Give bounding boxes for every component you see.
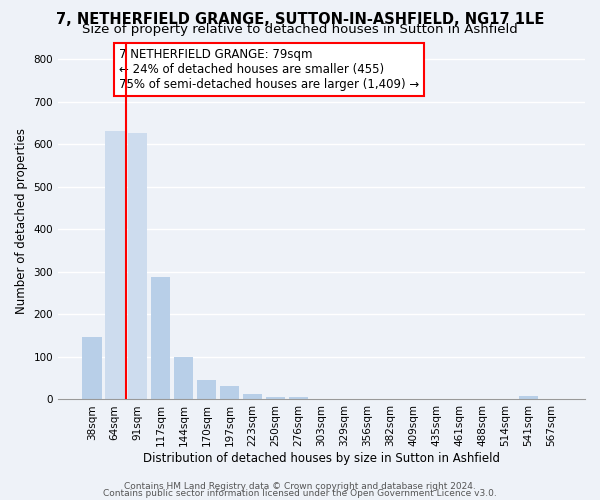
Text: 7 NETHERFIELD GRANGE: 79sqm
← 24% of detached houses are smaller (455)
75% of se: 7 NETHERFIELD GRANGE: 79sqm ← 24% of det… bbox=[119, 48, 419, 91]
Text: 7, NETHERFIELD GRANGE, SUTTON-IN-ASHFIELD, NG17 1LE: 7, NETHERFIELD GRANGE, SUTTON-IN-ASHFIEL… bbox=[56, 12, 544, 28]
Bar bbox=[243, 394, 262, 400]
Bar bbox=[197, 380, 217, 400]
Bar bbox=[518, 396, 538, 400]
Bar bbox=[266, 398, 286, 400]
Bar bbox=[289, 398, 308, 400]
Bar bbox=[82, 336, 101, 400]
Y-axis label: Number of detached properties: Number of detached properties bbox=[15, 128, 28, 314]
Bar bbox=[220, 386, 239, 400]
Bar bbox=[105, 131, 125, 400]
Text: Size of property relative to detached houses in Sutton in Ashfield: Size of property relative to detached ho… bbox=[82, 22, 518, 36]
X-axis label: Distribution of detached houses by size in Sutton in Ashfield: Distribution of detached houses by size … bbox=[143, 452, 500, 465]
Bar bbox=[128, 132, 148, 400]
Bar bbox=[151, 277, 170, 400]
Bar bbox=[174, 357, 193, 400]
Text: Contains HM Land Registry data © Crown copyright and database right 2024.: Contains HM Land Registry data © Crown c… bbox=[124, 482, 476, 491]
Text: Contains public sector information licensed under the Open Government Licence v3: Contains public sector information licen… bbox=[103, 490, 497, 498]
